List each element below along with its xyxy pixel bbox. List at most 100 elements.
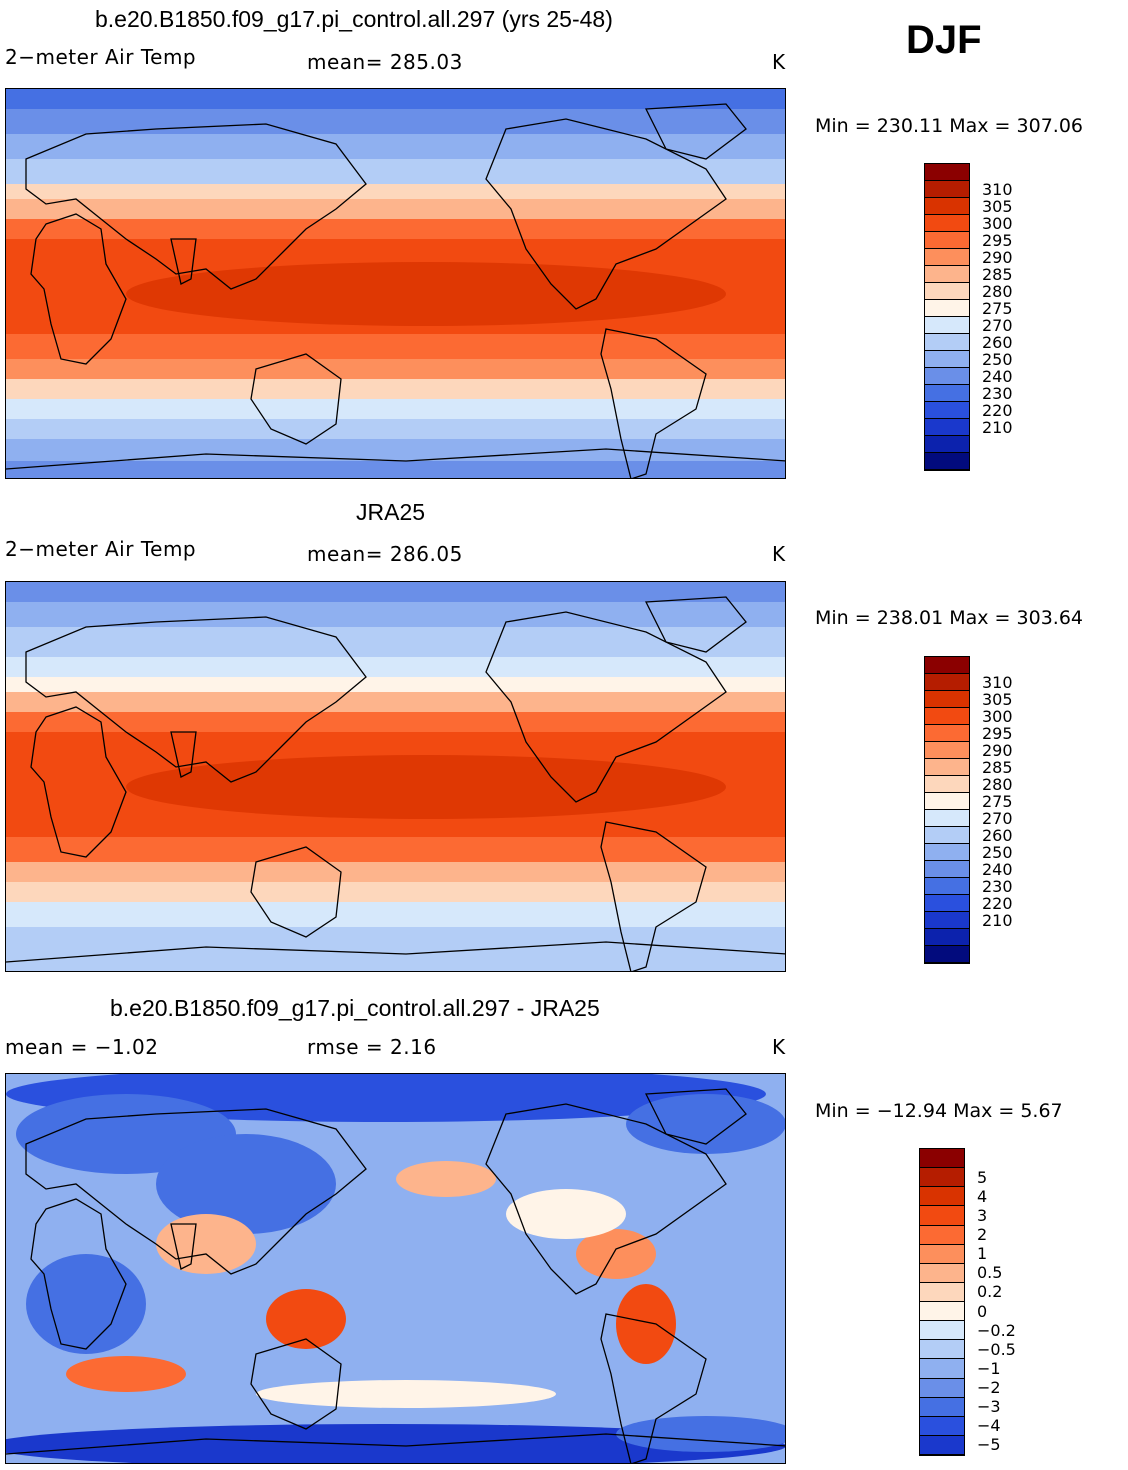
coastline <box>485 611 727 803</box>
temperature-band <box>6 379 785 399</box>
colorbar-label: 280 <box>982 281 1013 301</box>
colorbar-label: 3 <box>977 1205 988 1225</box>
temperature-band <box>6 439 785 461</box>
coastline <box>6 941 785 963</box>
colorbar-swatch <box>920 1225 964 1245</box>
colorbar-swatch <box>925 351 969 368</box>
colorbar-label: 295 <box>982 230 1013 250</box>
temperature-band <box>6 602 785 627</box>
difference-blob <box>266 1289 346 1349</box>
colorbar-label: 300 <box>982 706 1013 726</box>
panel-3-map <box>5 1073 786 1464</box>
colorbar-swatch <box>920 1149 964 1169</box>
temperature-band <box>6 419 785 439</box>
panel-1-variable: 2−meter Air Temp <box>5 45 197 69</box>
colorbar-label: 275 <box>982 791 1013 811</box>
colorbar-swatch <box>925 232 969 249</box>
colorbar-label: 210 <box>982 417 1013 437</box>
colorbar-label: 230 <box>982 383 1013 403</box>
coastline <box>250 1338 342 1430</box>
colorbar-swatch <box>925 368 969 385</box>
colorbar-swatch <box>925 419 969 436</box>
colorbar-swatch <box>925 844 969 861</box>
colorbar-label: 230 <box>982 876 1013 896</box>
temperature-band <box>6 159 785 184</box>
panel-2-mean: mean= 286.05 <box>307 542 463 566</box>
coastline <box>25 616 367 783</box>
colorbar-label: 0 <box>977 1301 988 1321</box>
colorbar-swatch <box>925 198 969 215</box>
colorbar-swatch <box>925 436 969 453</box>
colorbar-swatch <box>925 776 969 793</box>
coastline <box>485 118 727 310</box>
panel-1-contour-field <box>6 89 785 478</box>
colorbar-label: 210 <box>982 910 1013 930</box>
colorbar-label: 285 <box>982 264 1013 284</box>
coastline <box>600 821 707 971</box>
colorbar-swatch <box>925 759 969 776</box>
colorbar-label: 250 <box>982 349 1013 369</box>
colorbar-swatch <box>920 1282 964 1302</box>
colorbar-swatch <box>925 674 969 691</box>
temperature-band <box>6 582 785 602</box>
panel-3-colorbar <box>919 1148 965 1456</box>
coastline <box>25 123 367 290</box>
colorbar-swatch <box>920 1378 964 1398</box>
temperature-band <box>6 677 785 692</box>
colorbar-label: −5 <box>977 1435 1001 1455</box>
temperature-band <box>6 199 785 219</box>
colorbar-label: 260 <box>982 332 1013 352</box>
panel-1-mean: mean= 285.03 <box>307 50 463 74</box>
colorbar-label: 270 <box>982 808 1013 828</box>
colorbar-swatch <box>925 793 969 810</box>
colorbar-label: 220 <box>982 893 1013 913</box>
colorbar-label: 1 <box>977 1244 988 1264</box>
colorbar-label: 270 <box>982 315 1013 335</box>
panel-1-title: b.e20.B1850.f09_g17.pi_control.all.297 (… <box>95 6 613 32</box>
colorbar-label: 295 <box>982 723 1013 743</box>
colorbar-swatch <box>925 249 969 266</box>
difference-blob <box>26 1254 146 1354</box>
colorbar-swatch <box>920 1340 964 1360</box>
panel-2-variable: 2−meter Air Temp <box>5 537 197 561</box>
difference-blob <box>396 1161 496 1197</box>
panel-1-minmax: Min = 230.11 Max = 307.06 <box>815 115 1083 137</box>
coastline <box>485 1103 727 1295</box>
difference-blob <box>506 1189 626 1239</box>
colorbar-swatch <box>925 317 969 334</box>
colorbar-swatch <box>925 283 969 300</box>
difference-blob <box>66 1356 186 1392</box>
panel-2-minmax: Min = 238.01 Max = 303.64 <box>815 607 1083 629</box>
colorbar-label: 310 <box>982 672 1013 692</box>
coastline <box>600 1313 707 1463</box>
coastline <box>170 731 197 778</box>
colorbar-swatch <box>925 827 969 844</box>
temperature-band <box>6 657 785 677</box>
temperature-band <box>6 239 785 259</box>
colorbar-swatch <box>925 861 969 878</box>
coastline <box>250 846 342 938</box>
temperature-band <box>6 184 785 199</box>
coastline <box>644 103 747 160</box>
temperature-band <box>6 862 785 882</box>
panel-2-map <box>5 581 786 972</box>
panel-3-contour-field <box>6 1074 785 1463</box>
colorbar-label: 305 <box>982 196 1013 216</box>
colorbar-swatch <box>925 266 969 283</box>
coastline <box>600 328 707 478</box>
warm-pool <box>126 755 726 819</box>
panel-3-title: b.e20.B1850.f09_g17.pi_control.all.297 -… <box>110 995 600 1021</box>
colorbar-label: 280 <box>982 774 1013 794</box>
colorbar-label: −4 <box>977 1416 1001 1436</box>
colorbar-swatch <box>920 1206 964 1226</box>
temperature-band <box>6 902 785 927</box>
colorbar-label: 250 <box>982 842 1013 862</box>
colorbar-label: 4 <box>977 1186 988 1206</box>
colorbar-swatch <box>925 691 969 708</box>
temperature-band <box>6 927 785 971</box>
colorbar-swatch <box>925 946 969 963</box>
colorbar-swatch <box>925 878 969 895</box>
colorbar-label: 300 <box>982 213 1013 233</box>
difference-blob <box>156 1214 256 1274</box>
panel-1-map <box>5 88 786 479</box>
